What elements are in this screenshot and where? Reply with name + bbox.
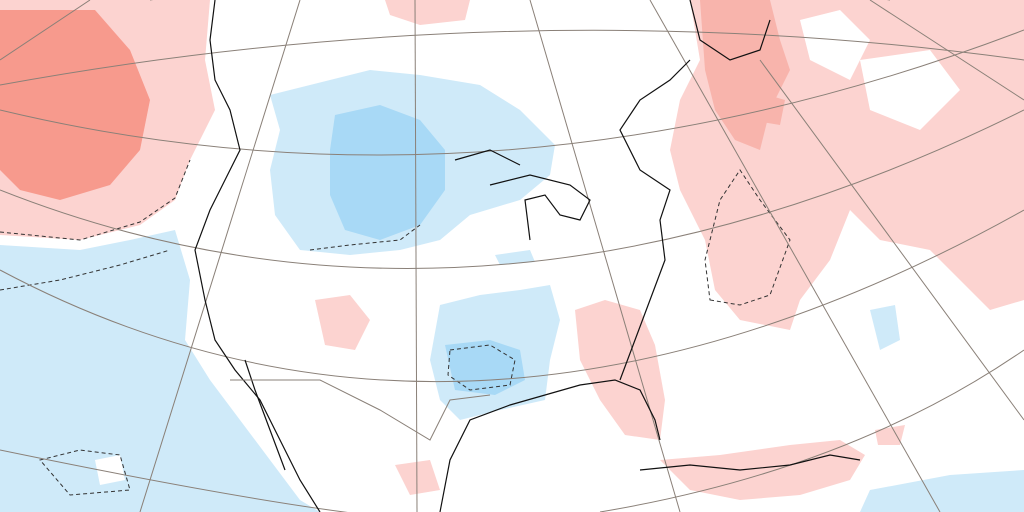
meridian [529, 0, 681, 512]
contour [39, 449, 131, 496]
warm-region [395, 460, 440, 495]
meridian [869, 0, 1024, 101]
great-lakes [454, 149, 521, 166]
meridian [0, 0, 91, 61]
coastlines [194, 0, 861, 512]
latitude-line [599, 349, 1024, 512]
contour [0, 159, 191, 241]
latitude-line [0, 449, 348, 512]
meridian [759, 59, 1024, 421]
warm-region [575, 300, 665, 440]
contour [447, 344, 516, 391]
cool-region [860, 470, 1024, 512]
warm-region [875, 425, 905, 445]
neutral-gap [95, 455, 125, 485]
border [230, 379, 491, 441]
coastline [244, 359, 286, 471]
cool-region [0, 230, 320, 512]
coastline [619, 59, 691, 381]
coastline [194, 0, 321, 512]
meridian [649, 0, 941, 512]
latitude-line [0, 29, 1024, 156]
warm-region [385, 0, 470, 25]
cool-region [870, 305, 900, 350]
warm-region [315, 295, 370, 350]
warm-core [0, 10, 150, 200]
meridian [139, 0, 301, 512]
neutral-gap [860, 50, 960, 130]
meridian [414, 0, 418, 512]
latitude-line [0, 29, 1024, 86]
warm-anomalies [0, 0, 1024, 500]
contour [309, 224, 421, 251]
warm-core [750, 90, 785, 125]
warm-region [660, 440, 865, 500]
coastline [689, 0, 771, 61]
coastline [439, 379, 661, 512]
latitude-line [0, 209, 1024, 383]
contour [704, 169, 791, 306]
coastline [639, 454, 861, 471]
latitude-line [0, 109, 1024, 269]
cool-region [495, 250, 535, 265]
cool-anomalies [0, 70, 1024, 512]
great-lakes [489, 174, 591, 241]
neutral-gap [800, 10, 870, 80]
